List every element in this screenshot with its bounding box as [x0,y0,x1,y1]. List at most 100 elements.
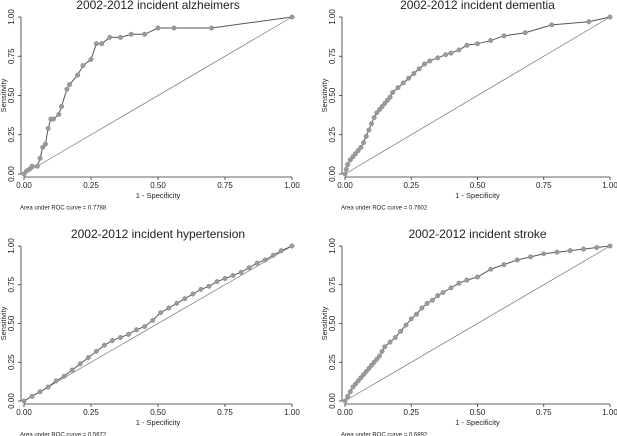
y-tick-label: 0.75 [328,48,337,64]
y-axis-label: Sensitivity [0,78,8,112]
roc-point [416,66,422,72]
roc-point [554,249,560,255]
roc-point [142,324,148,330]
roc-point [347,389,353,395]
roc-point [134,327,140,333]
x-tick-label: 0.50 [470,181,486,190]
roc-point [53,378,59,384]
roc-point [361,140,367,146]
roc-point [64,86,70,92]
roc-point [117,34,123,40]
roc-point [37,155,43,161]
chart-title: 2002-2012 incident alzheimers [76,0,239,12]
reference-line [344,245,611,402]
x-tick-label: 1.00 [602,408,617,417]
reference-line [344,16,611,175]
roc-point [34,163,40,169]
roc-point [61,373,67,379]
reference-line [23,16,293,175]
annotation: Area under ROC curve = 0.7788 [20,206,107,212]
roc-point [464,42,470,48]
roc-point [50,116,56,122]
roc-point [567,248,573,254]
roc-point [379,348,385,354]
x-tick-label: 0.75 [217,408,233,417]
x-tick-label: 0.25 [403,181,419,190]
roc-point [29,163,35,169]
roc-point [29,393,35,399]
roc-point [342,171,348,177]
y-tick-label: 0.75 [328,276,337,292]
annotation: Area under ROC curve = 0.5672 [20,433,107,436]
roc-point [155,25,161,31]
roc-point [343,166,349,172]
roc-point [246,265,252,271]
chart-title: 2002-2012 incident dementia [400,0,555,12]
y-tick-label: 0.75 [7,276,16,292]
y-tick-label: 0.00 [328,393,337,409]
roc-point [456,47,462,53]
roc-point [541,251,547,257]
y-tick-label: 0.25 [7,354,16,370]
roc-point [448,50,454,56]
annotation: Area under ROC curve = 0.7602 [341,206,428,212]
roc-point [475,274,481,280]
roc-point [26,166,32,172]
roc-point [403,322,409,328]
roc-point [435,293,441,299]
roc-point [501,33,507,39]
roc-point [581,246,587,252]
roc-point [128,31,134,37]
roc-point [345,162,351,168]
roc-point [448,285,454,291]
x-tick-label: 0.00 [337,408,353,417]
y-tick-label: 0.75 [7,48,16,64]
x-tick-label: 0.50 [150,181,166,190]
roc-point [93,41,99,47]
roc-point [387,94,393,100]
roc-point [429,297,435,303]
roc-point [69,367,75,373]
roc-point [411,71,417,77]
roc-point [392,334,398,340]
reference-line [23,245,293,402]
y-tick-label: 0.50 [328,87,337,103]
y-axis-label: Sensitivity [0,306,8,340]
roc-point [440,290,446,296]
roc-point [427,58,433,64]
roc-point [408,316,414,322]
x-tick-label: 1.00 [284,181,300,190]
roc-point [209,25,215,31]
y-tick-label: 1.00 [7,9,16,25]
roc-point [522,30,528,36]
roc-point [150,317,156,323]
roc-point [126,331,132,337]
roc-point [528,254,534,260]
x-tick-label: 0.00 [16,408,32,417]
roc-point [117,334,123,340]
x-tick-label: 0.00 [16,181,32,190]
y-tick-label: 0.25 [328,126,337,142]
roc-point [45,384,51,390]
roc-point [182,296,188,302]
roc-point [40,144,46,150]
roc-point [363,133,369,139]
roc-point [382,344,388,350]
roc-point [501,262,507,268]
roc-point [549,22,555,28]
roc-curve [23,16,293,175]
y-tick-label: 0.50 [7,87,16,103]
roc-point [289,14,295,20]
roc-point [230,272,236,278]
roc-point [443,52,449,58]
roc-point [435,55,441,61]
x-tick-label: 0.00 [337,181,353,190]
y-tick-label: 0.00 [7,166,16,182]
roc-point [222,276,228,282]
roc-point [88,56,94,62]
x-tick-label: 0.50 [150,408,166,417]
roc-point [607,14,613,20]
roc-point [387,339,393,345]
x-tick-label: 0.50 [470,408,486,417]
